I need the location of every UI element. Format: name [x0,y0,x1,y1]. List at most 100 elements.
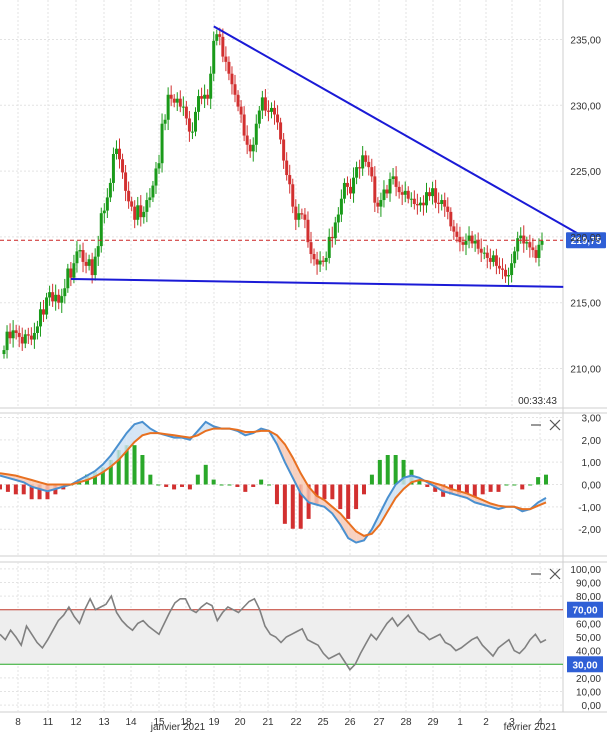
candle[interactable] [464,240,468,245]
macd-panel[interactable] [0,420,548,544]
candle[interactable] [181,106,185,108]
candle[interactable] [525,242,529,244]
candle[interactable] [437,202,441,204]
candle[interactable] [48,292,52,298]
candle[interactable] [504,269,508,277]
candle[interactable] [513,251,517,264]
candle[interactable] [114,148,118,154]
candle[interactable] [32,332,36,340]
candle[interactable] [458,236,462,243]
candle[interactable] [93,256,97,276]
candle[interactable] [81,250,85,262]
candle[interactable] [60,296,64,303]
candle[interactable] [29,335,33,340]
candle[interactable] [108,182,112,198]
rsi-panel[interactable]: 70,00 30,00 [0,594,603,673]
candle[interactable] [415,204,419,206]
candle[interactable] [66,268,70,289]
candle[interactable] [63,288,67,297]
candle[interactable] [169,94,173,99]
candle[interactable] [172,98,176,103]
candle[interactable] [330,236,334,239]
candle[interactable] [254,123,258,145]
candle[interactable] [309,242,313,255]
panel-controls[interactable] [531,419,561,580]
candle[interactable] [534,250,538,258]
candle[interactable] [102,210,106,214]
candle[interactable] [352,177,356,194]
candle[interactable] [248,144,252,152]
candle[interactable] [51,292,55,302]
candle[interactable] [160,123,164,164]
candle[interactable] [467,235,471,241]
candle[interactable] [282,139,286,161]
candle[interactable] [72,263,76,278]
candle[interactable] [17,332,21,337]
candle[interactable] [224,56,228,62]
candle[interactable] [163,119,167,124]
candle[interactable] [497,265,501,269]
candle[interactable] [242,114,246,136]
candle[interactable] [26,334,30,336]
candle[interactable] [190,131,194,133]
candle[interactable] [23,334,27,344]
candle[interactable] [206,94,210,99]
candle[interactable] [288,175,292,185]
candle[interactable] [418,202,422,206]
candle[interactable] [488,257,492,262]
candle[interactable] [397,186,401,193]
candle[interactable] [75,251,79,264]
candle[interactable] [406,190,410,199]
candle[interactable] [257,110,261,124]
candle[interactable] [54,294,58,302]
candle[interactable] [482,252,486,254]
candle[interactable] [84,261,88,266]
candle[interactable] [300,213,304,215]
candle[interactable] [203,94,207,99]
candle[interactable] [500,268,504,270]
candle[interactable] [69,268,73,278]
candle[interactable] [136,205,140,220]
candle[interactable] [35,326,39,333]
candle[interactable] [175,98,179,103]
candle[interactable] [507,275,511,277]
candle[interactable] [403,190,407,195]
candle[interactable] [476,240,480,249]
candle[interactable] [230,73,234,85]
candle[interactable] [428,192,432,197]
candle[interactable] [124,172,128,191]
candle[interactable] [385,189,389,194]
candle[interactable] [306,219,310,243]
candle[interactable] [342,182,346,199]
candle[interactable] [105,197,109,211]
candle[interactable] [424,192,428,206]
candle[interactable] [178,98,182,107]
candle[interactable] [139,205,143,218]
candle[interactable] [470,235,474,244]
candle[interactable] [215,34,219,41]
signal-line[interactable] [0,427,547,537]
candle[interactable] [11,330,15,339]
candle[interactable] [57,294,61,303]
candle[interactable] [133,206,137,220]
candle[interactable] [233,84,237,95]
candle[interactable] [166,94,170,120]
candle[interactable] [20,336,24,344]
candle[interactable] [391,176,395,179]
candle[interactable] [336,214,340,223]
candle[interactable] [516,238,520,252]
candle[interactable] [118,148,122,160]
candle[interactable] [485,252,489,258]
close-icon[interactable] [549,419,561,431]
candle[interactable] [263,97,267,111]
trendline-resistance[interactable] [213,25,583,237]
candle[interactable] [473,240,477,244]
candle[interactable] [312,254,316,260]
candle[interactable] [266,110,270,112]
candle[interactable] [315,259,319,265]
candle[interactable] [184,106,188,119]
candle[interactable] [400,192,404,195]
candle[interactable] [382,189,386,201]
candle[interactable] [42,309,46,315]
candle[interactable] [193,111,197,132]
